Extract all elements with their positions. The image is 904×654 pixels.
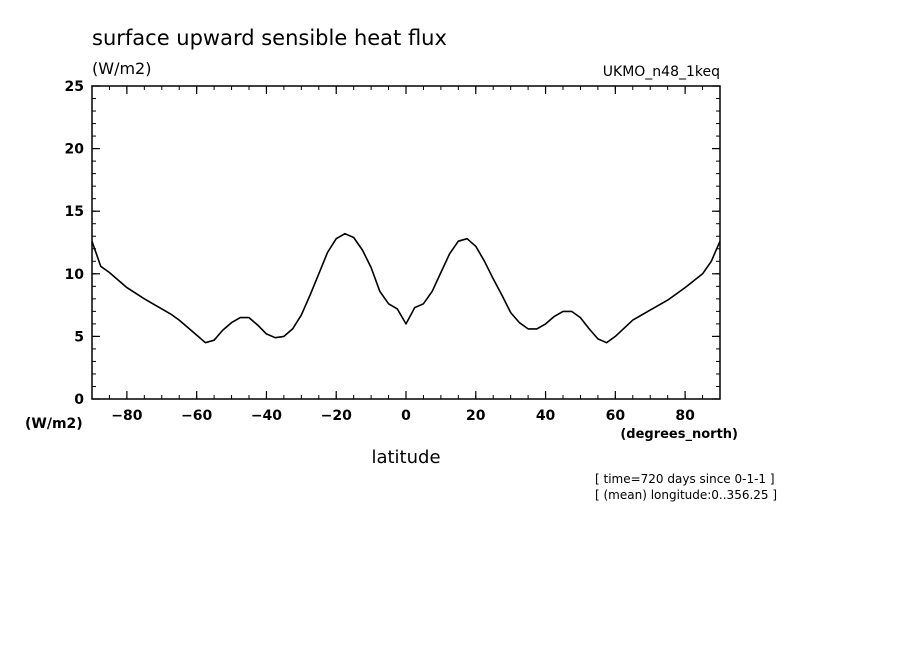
plot-frame xyxy=(91,85,721,400)
y-major-ticks: 0 5 10 15 20 25 xyxy=(65,79,720,408)
x-minor-ticks xyxy=(91,86,721,399)
x-tick-label: 40 xyxy=(536,408,556,424)
x-tick-label: 80 xyxy=(675,408,695,424)
y-tick-label: 25 xyxy=(65,79,84,95)
x-tick-label: −40 xyxy=(251,408,282,424)
note-longitude: [ (mean) longitude:0..356.25 ] xyxy=(595,488,777,502)
y-minor-ticks xyxy=(92,85,720,400)
x-tick-label: −60 xyxy=(181,408,212,424)
y-tick-label: 0 xyxy=(74,392,84,408)
chart-title: surface upward sensible heat flux xyxy=(92,26,447,50)
x-axis-title: latitude xyxy=(371,447,440,468)
x-major-ticks: −80 −60 −40 −20 0 20 40 60 80 xyxy=(111,86,695,424)
x-tick-label: −80 xyxy=(111,408,142,424)
x-tick-label: 0 xyxy=(401,408,411,424)
y-tick-label: 10 xyxy=(65,267,85,283)
y-tick-label: 5 xyxy=(74,329,84,345)
series-line xyxy=(91,232,721,344)
x-axis-units-label: (degrees_north) xyxy=(620,427,738,442)
note-time: [ time=720 days since 0-1-1 ] xyxy=(595,472,775,486)
x-tick-label: −20 xyxy=(321,408,352,424)
units-label: (W/m2) xyxy=(92,59,151,78)
y-axis-units-label: (W/m2) xyxy=(25,416,83,432)
y-tick-label: 20 xyxy=(65,142,85,158)
x-tick-label: 20 xyxy=(466,408,486,424)
model-label: UKMO_n48_1keq xyxy=(603,64,720,80)
y-tick-label: 15 xyxy=(65,204,84,220)
x-tick-label: 60 xyxy=(606,408,626,424)
